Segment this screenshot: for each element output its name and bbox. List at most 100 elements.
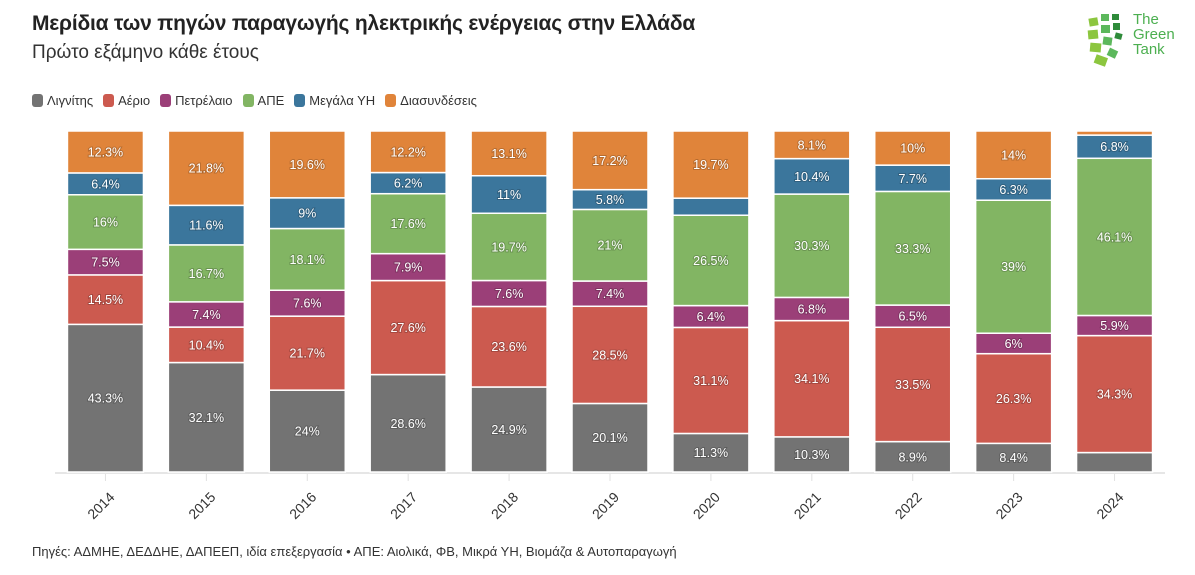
data-label: 14% xyxy=(1001,148,1026,162)
x-tick-label: 2019 xyxy=(589,489,622,522)
data-label: 7.6% xyxy=(293,297,322,311)
data-label: 30.3% xyxy=(794,239,829,253)
data-label: 34.3% xyxy=(1097,388,1132,402)
data-label: 8.9% xyxy=(898,450,927,464)
logo-line: Green xyxy=(1133,26,1175,43)
data-label: 11% xyxy=(497,188,521,202)
data-label: 21% xyxy=(597,239,622,253)
x-tick-label: 2020 xyxy=(690,489,723,522)
data-label: 6.8% xyxy=(1100,140,1129,154)
legend-label: Διασυνδέσεις xyxy=(400,93,477,108)
data-label: 39% xyxy=(1001,260,1026,274)
legend-label: ΑΠΕ xyxy=(257,93,285,108)
data-label: 19.6% xyxy=(290,158,325,172)
data-label: 9% xyxy=(298,207,316,221)
legend-swatch xyxy=(385,94,397,107)
bar-segment xyxy=(873,326,952,443)
legend-swatch xyxy=(103,94,115,107)
legend-swatch xyxy=(160,94,172,107)
data-label: 7.7% xyxy=(898,172,927,186)
bar-segment xyxy=(167,130,246,207)
bar-segment xyxy=(369,279,447,376)
data-label: 43.3% xyxy=(88,392,123,406)
data-label: 6.3% xyxy=(999,183,1028,197)
legend-label: Πετρέλαιο xyxy=(175,93,233,108)
bar-segment xyxy=(1075,451,1154,473)
bar-segment xyxy=(974,199,1053,334)
data-label: 24.9% xyxy=(491,423,526,437)
legend-item[interactable]: Λιγνίτης xyxy=(32,93,93,108)
data-label: 13.1% xyxy=(491,147,526,161)
source-note: Πηγές: ΑΔΜΗΕ, ΔΕΔΔΗΕ, ΔΑΠΕΕΠ, ιδία επεξε… xyxy=(32,544,677,559)
legend-item[interactable]: Αέριο xyxy=(103,93,150,108)
x-tick-label: 2021 xyxy=(791,489,824,522)
data-label: 16% xyxy=(93,216,118,230)
legend: Λιγνίτης Αέριο Πετρέλαιο ΑΠΕ Μεγάλα ΥΗ Διασυν… xyxy=(32,93,477,108)
data-label: 26.3% xyxy=(996,392,1031,406)
legend-item[interactable]: Μεγάλα ΥΗ xyxy=(294,93,375,108)
bar-segment xyxy=(873,164,952,193)
data-label: 21.8% xyxy=(189,162,224,176)
x-tick-label: 2018 xyxy=(488,489,521,522)
bar-segment xyxy=(773,436,851,473)
bar-segment xyxy=(1075,157,1154,317)
bar-segment xyxy=(571,280,649,308)
legend-label: Λιγνίτης xyxy=(47,93,94,108)
bar-segment xyxy=(873,190,952,306)
bar-segment xyxy=(369,130,447,174)
data-label: 19.7% xyxy=(491,240,526,254)
data-label: 46.1% xyxy=(1097,230,1132,244)
data-label: 34.1% xyxy=(794,372,829,386)
data-label: 7.6% xyxy=(495,287,524,301)
bar-segment xyxy=(974,352,1053,445)
bar-segment xyxy=(571,305,649,405)
data-label: 20.1% xyxy=(592,431,627,445)
bar-segment xyxy=(66,274,145,326)
legend-label: Αέριο xyxy=(118,93,151,108)
data-label: 10.4% xyxy=(794,170,829,184)
data-label: 11.6% xyxy=(189,219,224,233)
data-label: 14.5% xyxy=(88,293,123,307)
x-tick-label: 2014 xyxy=(84,489,117,522)
bar-segment xyxy=(672,326,750,435)
bar-segment xyxy=(268,227,347,291)
data-label: 12.2% xyxy=(390,145,425,159)
bar-segment xyxy=(268,315,347,391)
bar-segment xyxy=(672,432,750,473)
chart-title: Μερίδια των πηγών παραγωγής ηλεκτρικής ε… xyxy=(32,12,696,35)
data-label: 28.6% xyxy=(390,417,425,431)
bar-segment xyxy=(66,194,145,251)
legend-item[interactable]: ΑΠΕ xyxy=(242,93,285,108)
data-label: 16.7% xyxy=(189,267,224,281)
data-label: 7.4% xyxy=(596,287,625,301)
bar-segment xyxy=(268,389,347,473)
data-label: 21.7% xyxy=(290,347,325,361)
data-label: 33.5% xyxy=(895,378,930,392)
x-tick-label: 2016 xyxy=(286,489,319,522)
data-label: 6% xyxy=(1005,337,1023,351)
x-tick-label: 2024 xyxy=(1093,489,1126,522)
x-tick-label: 2022 xyxy=(892,489,925,522)
data-label: 12.3% xyxy=(88,145,123,159)
bar-segment xyxy=(66,130,145,174)
x-tick-label: 2023 xyxy=(992,489,1025,522)
legend-item[interactable]: Πετρέλαιο xyxy=(160,93,233,108)
data-label: 11.3% xyxy=(694,446,729,460)
data-label: 7.5% xyxy=(91,256,120,270)
data-label: 27.6% xyxy=(390,321,425,335)
data-label: 6.4% xyxy=(91,177,120,191)
bar-segment xyxy=(773,319,851,438)
bar-segment xyxy=(773,130,851,160)
legend-swatch xyxy=(242,94,254,107)
bar-segment xyxy=(571,208,649,282)
chart-subtitle: Πρώτο εξάμηνο κάθε έτους xyxy=(32,42,259,63)
data-label: 17.2% xyxy=(592,154,627,168)
legend-item[interactable]: Διασυνδέσεις xyxy=(385,93,477,108)
data-label: 18.1% xyxy=(290,253,325,267)
data-label: 10.4% xyxy=(189,338,224,352)
bar-segment xyxy=(268,289,347,317)
data-label: 5.9% xyxy=(1100,319,1129,333)
bar-segment xyxy=(571,402,649,473)
data-label: 8.1% xyxy=(798,138,827,152)
bar-segment xyxy=(672,197,750,216)
